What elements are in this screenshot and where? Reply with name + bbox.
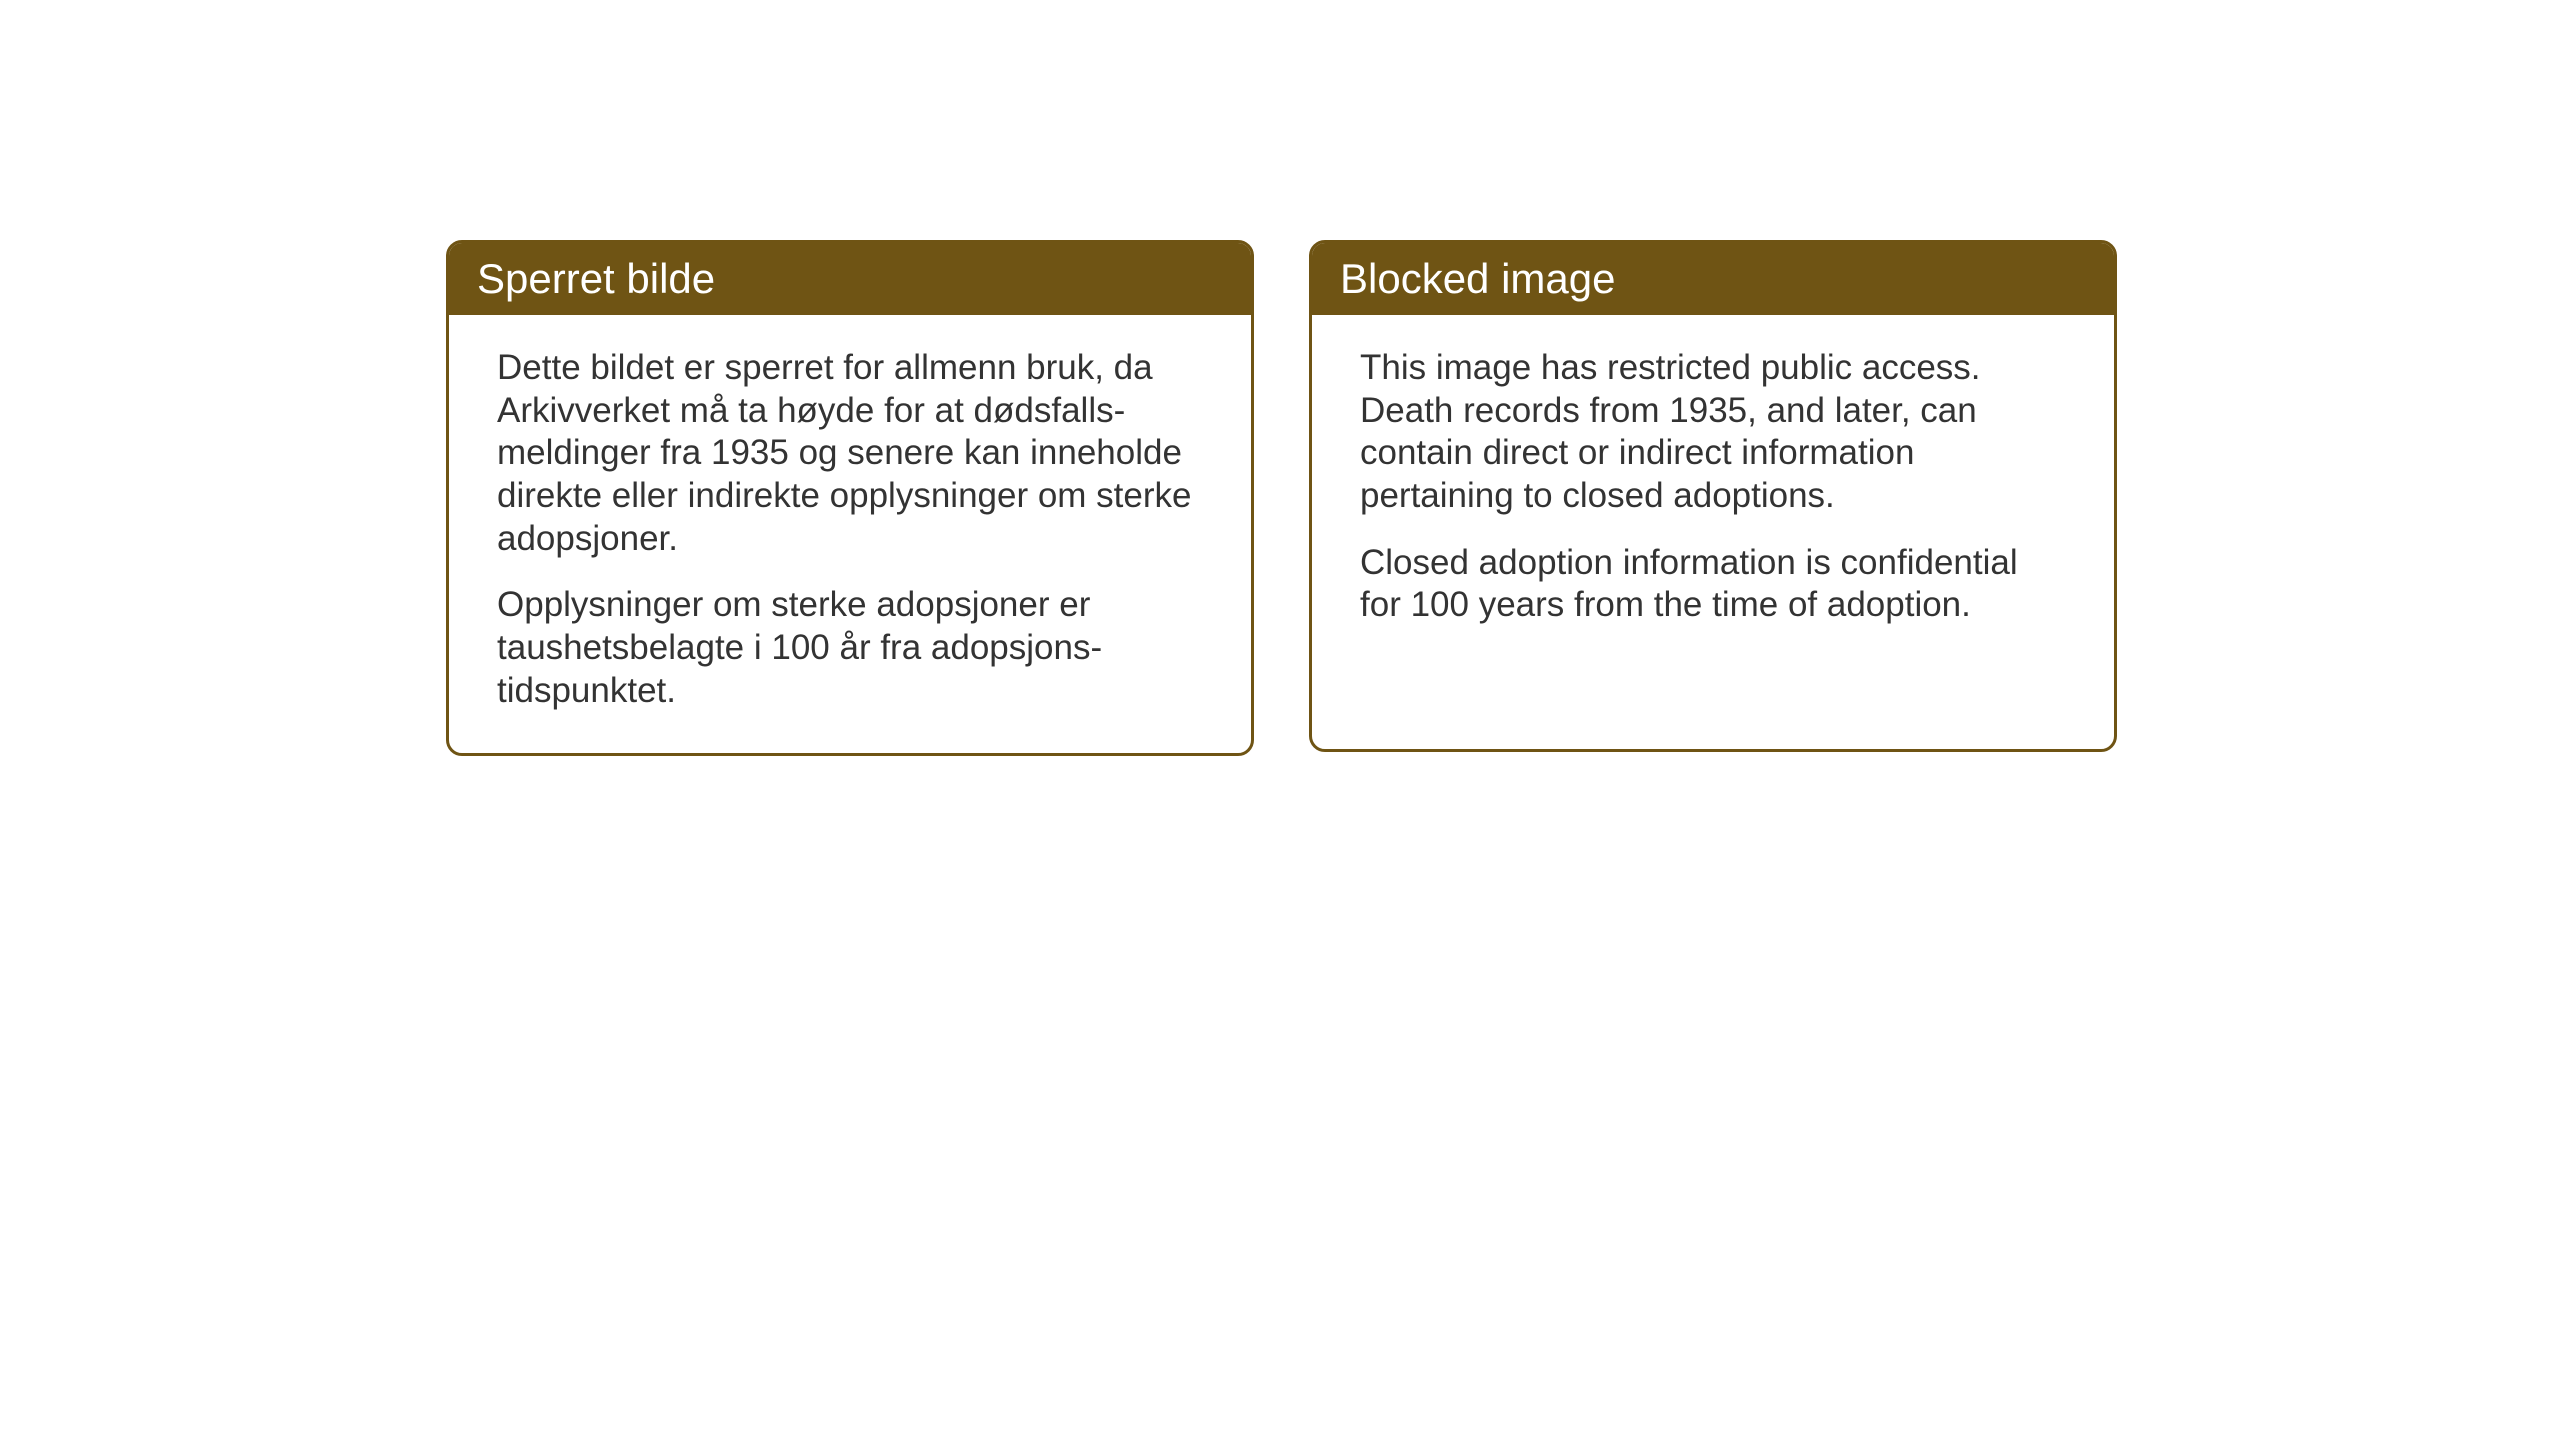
card-title-english: Blocked image (1340, 255, 1615, 302)
card-body-norwegian: Dette bildet er sperret for allmenn bruk… (449, 315, 1251, 753)
card-body-english: This image has restricted public access.… (1312, 315, 2114, 667)
card-paragraph-2-english: Closed adoption information is confident… (1360, 542, 2066, 627)
notice-container: Sperret bilde Dette bildet er sperret fo… (446, 240, 2117, 756)
notice-card-norwegian: Sperret bilde Dette bildet er sperret fo… (446, 240, 1254, 756)
card-header-norwegian: Sperret bilde (449, 243, 1251, 315)
card-title-norwegian: Sperret bilde (477, 255, 715, 302)
notice-card-english: Blocked image This image has restricted … (1309, 240, 2117, 752)
card-paragraph-1-english: This image has restricted public access.… (1360, 347, 2066, 518)
card-paragraph-2-norwegian: Opplysninger om sterke adopsjoner er tau… (497, 584, 1203, 712)
card-header-english: Blocked image (1312, 243, 2114, 315)
card-paragraph-1-norwegian: Dette bildet er sperret for allmenn bruk… (497, 347, 1203, 560)
